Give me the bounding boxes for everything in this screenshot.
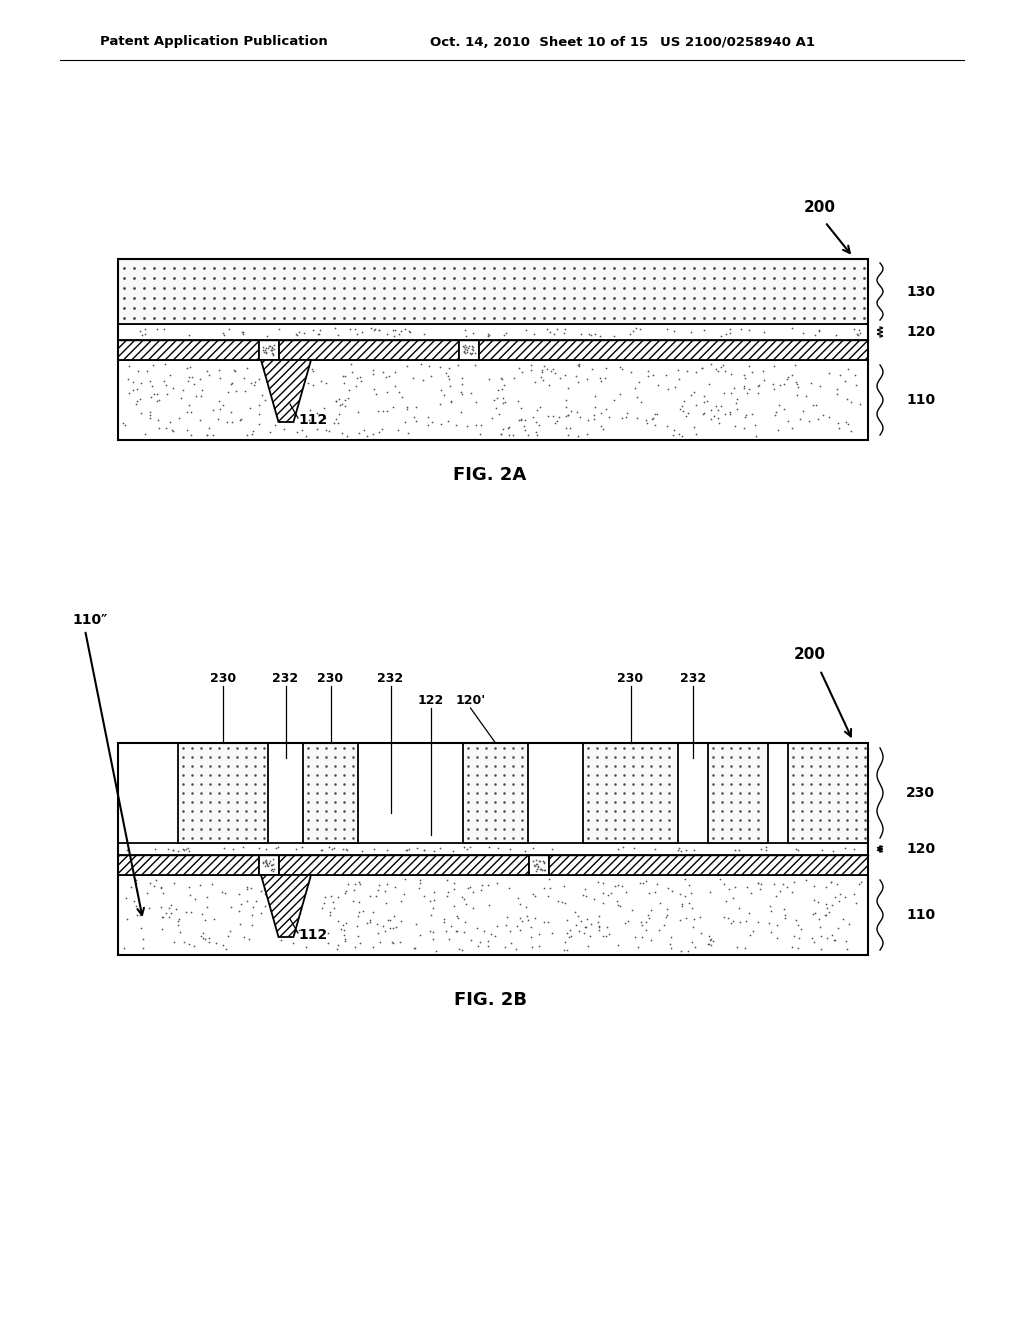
Bar [708, 743, 768, 843]
Text: FIG. 2A: FIG. 2A [454, 466, 526, 484]
Text: 112: 112 [298, 413, 328, 426]
Text: 230: 230 [317, 672, 344, 685]
Bar [118, 341, 259, 360]
Polygon shape [261, 875, 311, 937]
Bar [529, 855, 549, 875]
Text: 112: 112 [298, 928, 328, 942]
Bar [459, 341, 479, 360]
Text: Oct. 14, 2010  Sheet 10 of 15: Oct. 14, 2010 Sheet 10 of 15 [430, 36, 648, 49]
Bar [178, 743, 268, 843]
Text: 232: 232 [680, 672, 707, 685]
Bar [118, 360, 868, 440]
Text: 120: 120 [906, 325, 935, 339]
Text: 230: 230 [906, 785, 935, 800]
Text: Patent Application Publication: Patent Application Publication [100, 36, 328, 49]
Text: 232: 232 [272, 672, 299, 685]
Bar [479, 341, 868, 360]
Text: US 2100/0258940 A1: US 2100/0258940 A1 [660, 36, 815, 49]
Bar [259, 855, 279, 875]
Bar [549, 855, 868, 875]
Bar [118, 843, 868, 855]
Bar [259, 341, 279, 360]
Text: 232: 232 [378, 672, 403, 685]
Bar [118, 323, 868, 341]
Bar [463, 743, 528, 843]
Text: 120': 120' [456, 694, 485, 708]
Text: 200: 200 [804, 201, 836, 215]
Bar [118, 855, 259, 875]
Text: 110″: 110″ [72, 612, 108, 627]
Text: 120: 120 [906, 842, 935, 855]
Bar [788, 743, 868, 843]
Bar [583, 743, 678, 843]
Bar [279, 341, 459, 360]
Polygon shape [261, 360, 311, 422]
Bar [118, 259, 868, 323]
Bar [118, 743, 868, 954]
Bar [118, 259, 868, 440]
Bar [279, 855, 529, 875]
Text: 200: 200 [794, 647, 826, 663]
Text: 122: 122 [418, 694, 443, 708]
Text: 110: 110 [906, 908, 935, 921]
Text: 230: 230 [210, 672, 237, 685]
Text: 130: 130 [906, 285, 935, 298]
Text: 230: 230 [617, 672, 643, 685]
Text: 110: 110 [906, 393, 935, 407]
Bar [118, 875, 868, 954]
Text: FIG. 2B: FIG. 2B [454, 991, 526, 1008]
Bar [303, 743, 358, 843]
